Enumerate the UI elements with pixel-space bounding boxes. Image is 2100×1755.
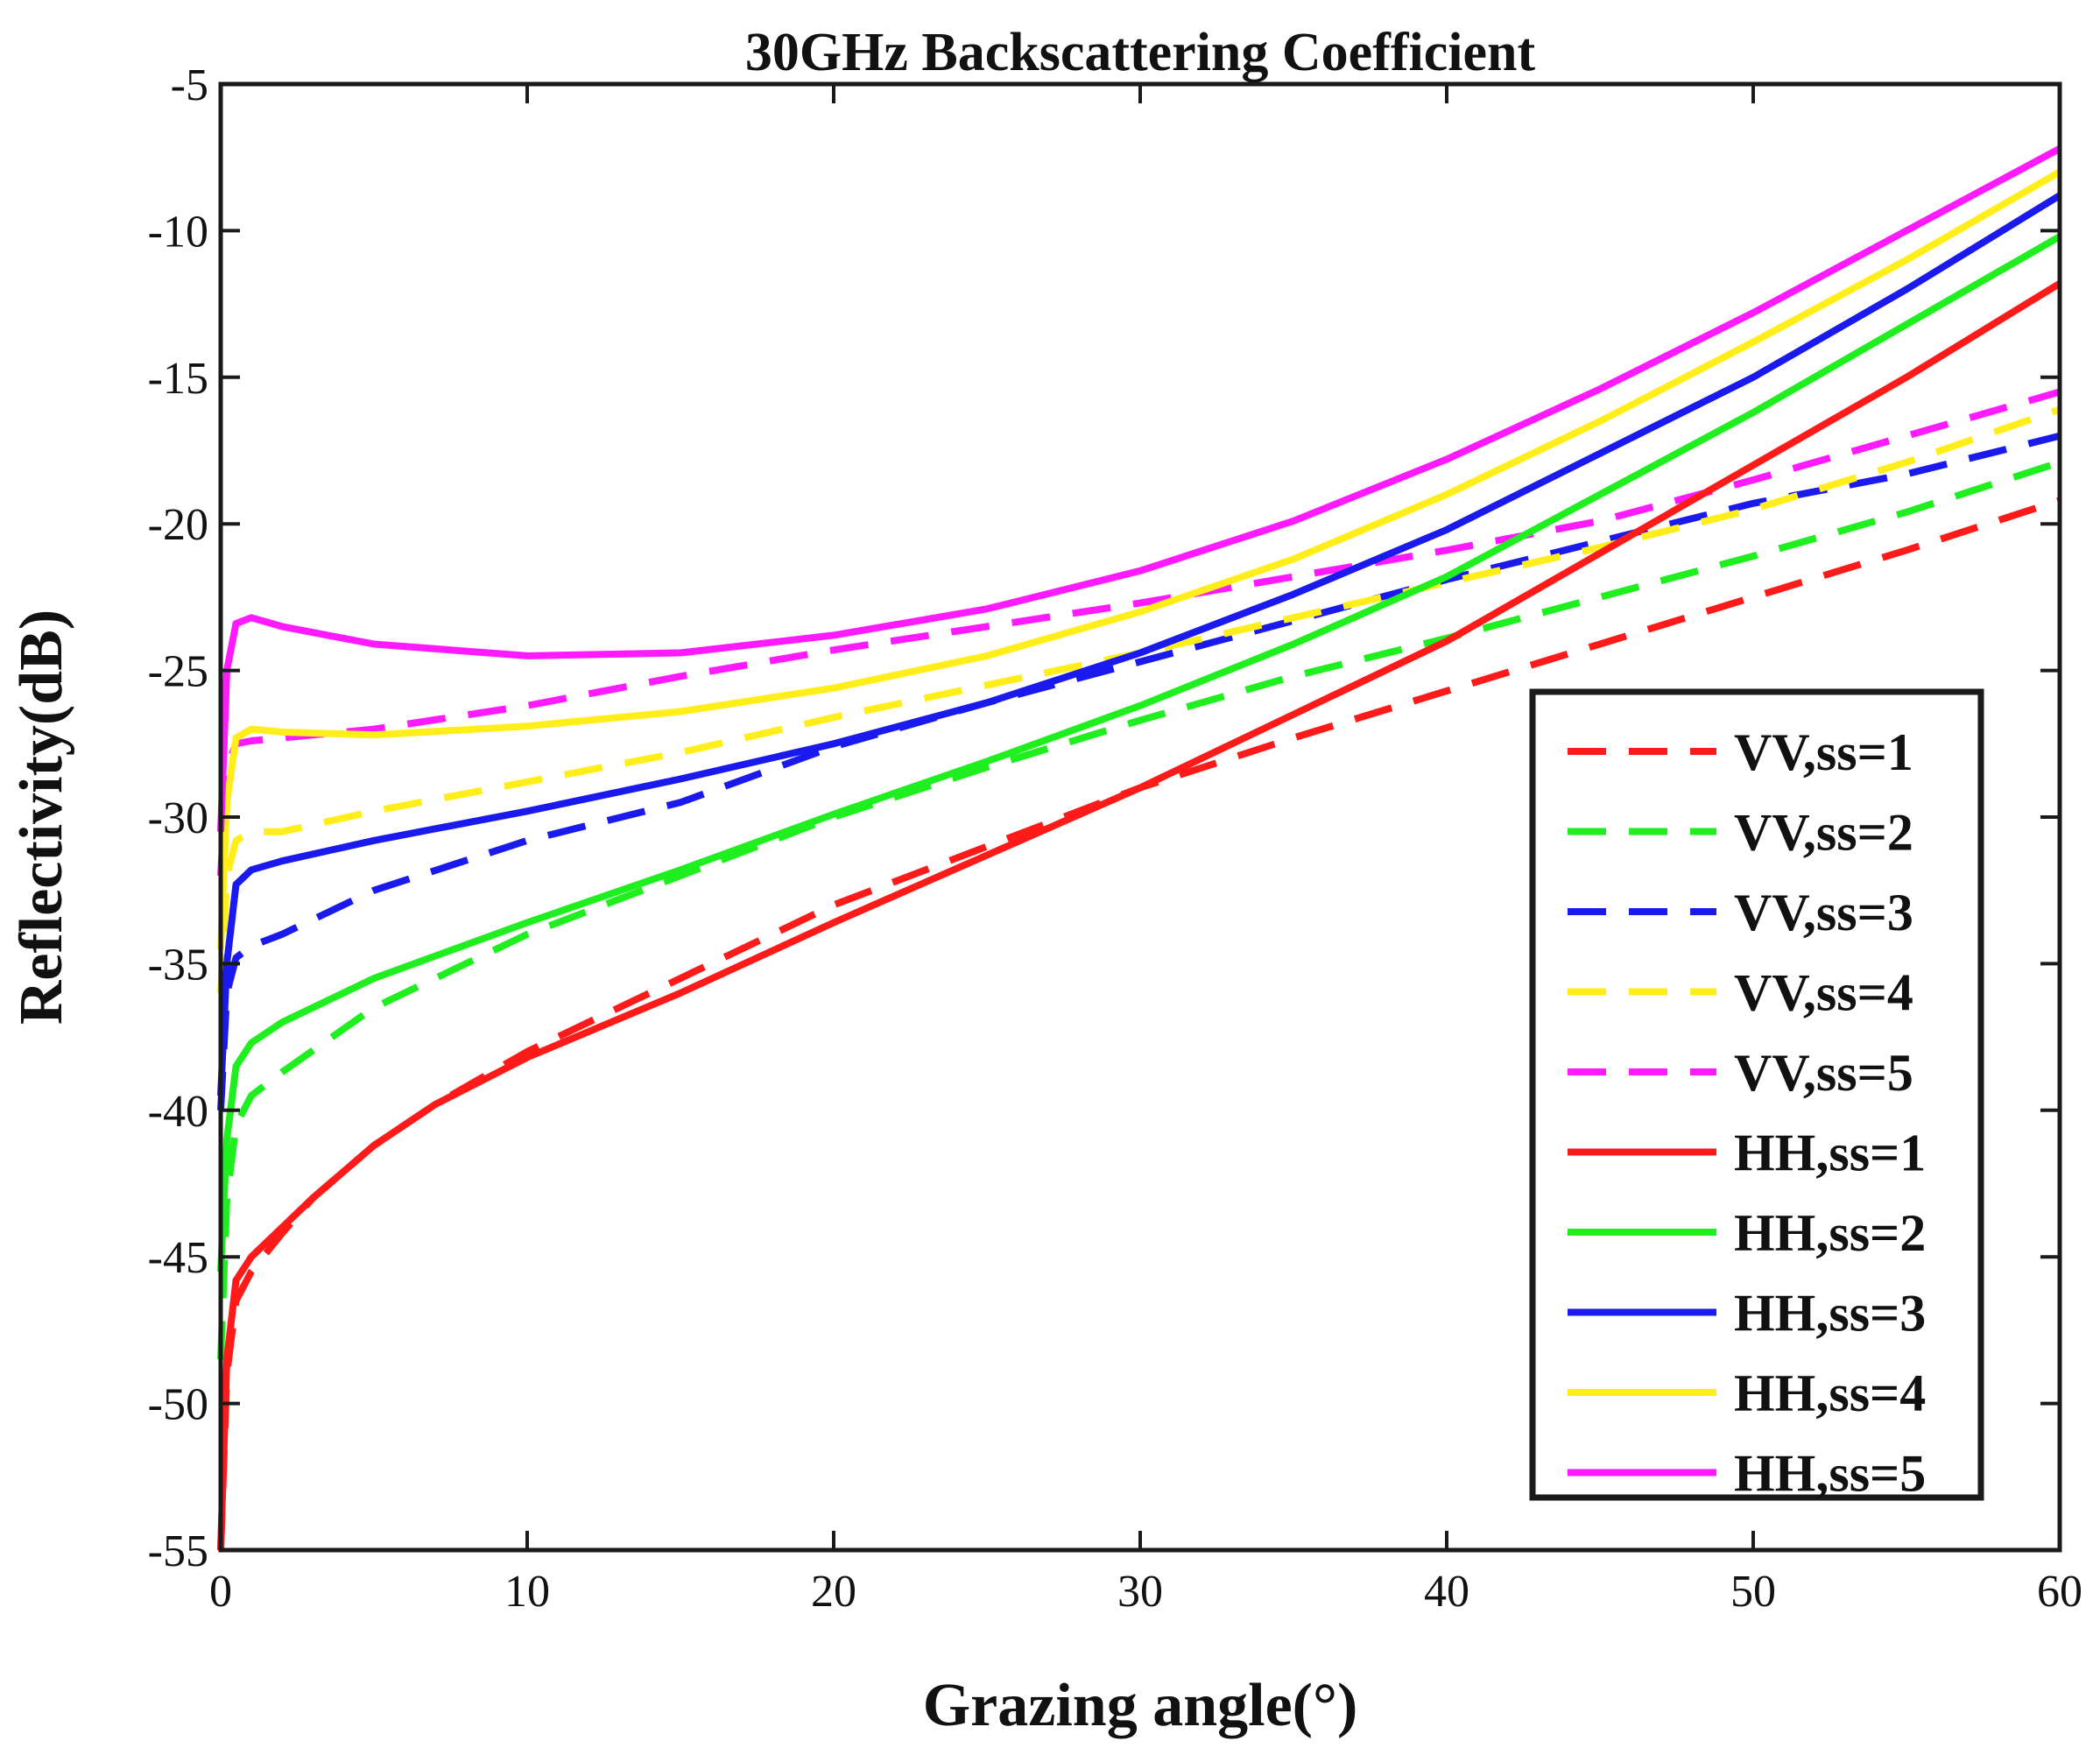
- legend-label: HH,ss=1: [1734, 1124, 1926, 1182]
- series-line-hh-ss-2: [217, 233, 2061, 1272]
- y-tick-label: -30: [148, 793, 208, 843]
- series-line-vv-ss-4: [217, 405, 2061, 994]
- y-tick-label: -20: [148, 500, 208, 550]
- x-axis-title: Grazing angle(°): [923, 1672, 1358, 1739]
- legend-box: [1529, 688, 1984, 1501]
- legend: VV,ss=1 VV,ss=2 VV,ss=3 VV,ss=4 VV,ss=5 HH,ss…: [1529, 688, 1984, 1503]
- series-line-vv-ss-5: [217, 388, 2061, 877]
- legend-label: HH,ss=2: [1734, 1204, 1926, 1262]
- y-tick-label: -40: [148, 1087, 208, 1137]
- series-line-hh-ss-5: [217, 145, 2061, 832]
- legend-items: VV,ss=1 VV,ss=2 VV,ss=3 VV,ss=4 VV,ss=5 HH,ss…: [1568, 723, 1926, 1503]
- x-tick-label: 30: [1117, 1567, 1163, 1617]
- legend-label: HH,ss=3: [1734, 1285, 1926, 1343]
- legend-label: VV,ss=4: [1734, 964, 1913, 1022]
- x-tick-label: 40: [1424, 1567, 1469, 1617]
- series-line-vv-ss-1: [217, 497, 2061, 1551]
- series-line-vv-ss-2: [217, 459, 2061, 1360]
- x-tick-label: 20: [811, 1567, 856, 1617]
- y-tick-label: -25: [148, 647, 208, 697]
- y-tick-label: -45: [148, 1233, 208, 1283]
- x-tick-label: 60: [2037, 1567, 2082, 1617]
- series-line-hh-ss-3: [217, 192, 2062, 1096]
- x-tick-label: 50: [1730, 1567, 1776, 1617]
- legend-label: VV,ss=5: [1734, 1044, 1913, 1102]
- y-axis-title: Reflectivity(dB): [8, 610, 75, 1025]
- legend-label: VV,ss=1: [1734, 723, 1913, 781]
- plot-frame: [218, 81, 2062, 1553]
- y-tick-label: -55: [148, 1526, 208, 1576]
- legend-label: HH,ss=5: [1734, 1445, 1926, 1503]
- legend-label: VV,ss=2: [1734, 804, 1913, 862]
- x-tick-label: 0: [209, 1567, 232, 1617]
- legend-label: VV,ss=3: [1734, 884, 1913, 941]
- series-line-hh-ss-4: [217, 168, 2061, 949]
- y-tick-label: -5: [171, 60, 208, 110]
- series-line-hh-ss-1: [217, 280, 2062, 1551]
- legend-label: HH,ss=4: [1734, 1364, 1926, 1422]
- y-tick-label: -35: [148, 940, 208, 990]
- axis-layer: 0 10 20 30 40 50 60 -55 -50 -45 -40 -35 -30 -25 -20 -15…: [148, 60, 2082, 1617]
- x-tick-label: 10: [504, 1567, 550, 1617]
- y-tick-label: -15: [148, 354, 208, 404]
- series-layer: [217, 145, 2062, 1551]
- chart-title: 30GHz Backscattering Coefficient: [745, 23, 1536, 82]
- y-tick-label: -10: [148, 207, 208, 257]
- y-tick-label: -50: [148, 1380, 208, 1430]
